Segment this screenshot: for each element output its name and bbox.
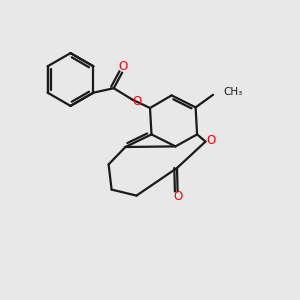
Text: O: O bbox=[118, 60, 128, 73]
Text: O: O bbox=[174, 190, 183, 203]
Text: O: O bbox=[206, 134, 215, 147]
Text: CH₃: CH₃ bbox=[224, 87, 243, 98]
Text: O: O bbox=[132, 94, 142, 108]
